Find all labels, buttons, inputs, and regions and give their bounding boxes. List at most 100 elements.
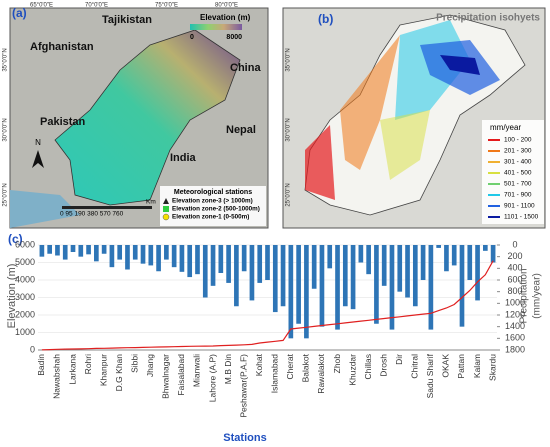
station-label: Elevation zone-3 (> 1000m) — [172, 198, 253, 205]
bar — [234, 245, 239, 307]
bar — [311, 245, 317, 289]
station-legend-title: Meteorological stations — [174, 189, 252, 196]
bar — [405, 245, 410, 298]
legend-title: Elevation (m) — [200, 13, 251, 22]
map-a: Elevation (m) 0 8000 Tajikistan Afghanis… — [3, 3, 269, 229]
y-tick-label: 3000 — [15, 292, 35, 302]
bar — [397, 245, 403, 292]
lat-label: 25°0'0"N — [3, 183, 9, 206]
x-tick-label: Rohri — [83, 354, 93, 374]
lat-label: 30°0'0"N — [286, 118, 292, 141]
x-tick-label: Khuzdar — [347, 354, 357, 386]
y-tick-label: 0 — [30, 344, 35, 354]
legend-label: 401 - 500 — [504, 170, 532, 177]
lat-label: 35°0'0"N — [3, 48, 9, 71]
legend-max: 8000 — [226, 34, 242, 41]
x-tick-label: Islamabad — [270, 354, 280, 393]
bar — [55, 245, 60, 256]
lon-label: 80°0'0"E — [215, 3, 238, 9]
y-tick-label: 4000 — [15, 274, 35, 284]
bar — [436, 245, 441, 248]
bar — [459, 245, 465, 327]
legend-label: 501 - 700 — [504, 181, 532, 188]
bar — [451, 245, 457, 266]
x-axis-label: Stations — [223, 432, 266, 444]
scale-bar — [62, 206, 152, 209]
bar — [210, 245, 216, 286]
station-symbol — [162, 213, 170, 221]
legend-label: 301 - 400 — [504, 159, 532, 166]
y2-axis-label: Precipitation — [519, 268, 530, 323]
bar — [444, 245, 449, 272]
country-label: Pakistan — [40, 116, 86, 128]
panel-label: (b) — [318, 12, 333, 26]
bar — [78, 245, 84, 257]
station-label: Elevation zone-2 (500-1000m) — [172, 206, 260, 213]
y2-tick-label: 200 — [507, 251, 522, 261]
x-tick-label: Rawalakot — [316, 353, 326, 393]
legend-label: 201 - 300 — [504, 148, 532, 155]
panel-label: (a) — [12, 6, 27, 20]
bar — [241, 245, 247, 272]
lon-label: 75°0'0"E — [155, 3, 178, 9]
bar — [171, 245, 177, 268]
north-arrow — [32, 150, 44, 168]
isohyet-zone — [380, 110, 430, 180]
isohyet-legend-title: mm/year — [490, 123, 521, 132]
bar — [226, 245, 231, 283]
map-b: Precipitation isohyets 35°0'0"N 30°0'0"N… — [282, 7, 546, 229]
bar — [86, 245, 91, 255]
bar — [249, 245, 255, 301]
bar — [125, 245, 130, 270]
y2-axis-label: (mm/year) — [532, 273, 543, 319]
bar — [342, 245, 348, 307]
bar — [179, 245, 185, 272]
legend-label: 701 - 900 — [504, 192, 532, 199]
x-tick-label: Chitral — [410, 354, 420, 379]
x-tick-label: Drosh — [378, 354, 388, 377]
map-title: Precipitation isohyets — [436, 13, 540, 24]
y2-tick-label: 1000 — [505, 298, 525, 308]
bar — [70, 245, 76, 252]
legend-label: 100 - 200 — [504, 137, 532, 144]
x-tick-label: Zhob — [332, 354, 342, 374]
country-label: Afghanistan — [30, 41, 94, 53]
x-tick-label: Chillas — [363, 354, 373, 380]
x-tick-label: Cherat — [285, 353, 295, 379]
bar — [265, 245, 270, 280]
bar — [117, 245, 123, 260]
bar — [218, 245, 224, 273]
y2-tick-label: 0 — [512, 239, 517, 249]
y-tick-label: 1000 — [15, 327, 35, 337]
legend-min: 0 — [190, 34, 194, 41]
x-tick-label: Jhang — [145, 354, 155, 377]
bar — [304, 245, 309, 339]
isohyet-zone — [440, 55, 480, 75]
sea — [10, 190, 80, 228]
bar — [195, 245, 200, 275]
x-tick-label: Sibbi — [129, 354, 139, 373]
bar — [296, 245, 301, 324]
station-legend — [160, 186, 266, 226]
x-tick-label: Sadu Sharif — [425, 353, 435, 398]
line — [41, 260, 494, 351]
lon-label: 70°0'0"E — [85, 3, 108, 9]
x-tick-label: Faisalabad — [176, 354, 186, 396]
isohyet-zone — [340, 35, 400, 170]
x-tick-label: Nawabshah — [52, 354, 62, 399]
bar — [482, 245, 488, 251]
station-symbol — [163, 198, 169, 204]
legend-label: 1101 - 1500 — [504, 214, 539, 221]
bar — [374, 245, 379, 324]
bar — [148, 245, 154, 266]
lat-label: 25°0'0"N — [286, 183, 292, 206]
bar — [62, 245, 68, 260]
north-label: N — [35, 138, 41, 147]
bar — [164, 245, 169, 260]
scale-unit: Km — [146, 199, 156, 206]
bar — [132, 245, 138, 260]
bar — [272, 245, 278, 313]
bar — [335, 245, 340, 330]
legend-label: 901 - 1100 — [504, 203, 535, 210]
